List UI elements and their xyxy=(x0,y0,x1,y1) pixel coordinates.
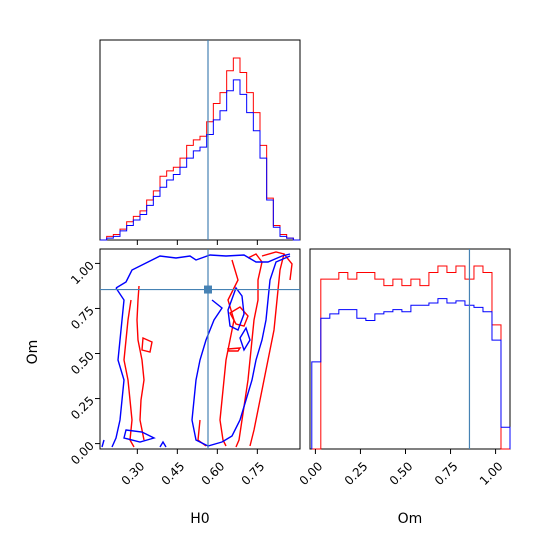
contour-blue-16 xyxy=(221,255,291,443)
om-histogram-panel: 0.00 0.25 0.50 0.75 1.00 Om xyxy=(297,248,511,527)
h0-histogram-frame xyxy=(99,39,301,241)
om-xtick-label-0: 0.00 xyxy=(297,459,326,488)
h0-histogram-marks xyxy=(100,40,300,245)
contour-truth-marker xyxy=(204,285,212,294)
contour-red-8 xyxy=(226,347,242,352)
om-ytick-label-0: 0.00 xyxy=(68,439,97,468)
contour-blue-11 xyxy=(111,287,125,448)
om-histogram-frame xyxy=(309,248,511,450)
contour-blue-15 xyxy=(191,299,223,447)
contour-red-0 xyxy=(123,299,135,448)
contour-blue-18 xyxy=(239,326,251,352)
om-histogram-marks xyxy=(311,249,511,450)
h0-om-contour-panel: 0.30 0.45 0.60 0.75 0.00 0.25 0.50 0.75 1.00 H0… xyxy=(25,248,301,527)
h0-xtick-label-0: 0.30 xyxy=(119,459,148,488)
contour-lines xyxy=(100,249,300,449)
contour-frame xyxy=(99,248,301,450)
om-y-ticks: 0.00 0.25 0.50 0.75 1.00 xyxy=(68,258,100,467)
contour-red-6 xyxy=(249,251,285,447)
om-xtick-label-3: 0.75 xyxy=(432,459,461,488)
h0-xtick-label-3: 0.75 xyxy=(239,459,268,488)
contour-red-7 xyxy=(229,306,249,327)
h0-histogram-red xyxy=(100,57,300,241)
h0-xtick-label-2: 0.60 xyxy=(199,459,228,488)
h0-histogram-panel xyxy=(99,39,301,245)
contour-red-1 xyxy=(136,285,145,441)
om-ytick-label-2: 0.50 xyxy=(68,349,97,378)
contour-red-4 xyxy=(219,259,239,447)
om-histogram-blue xyxy=(311,298,511,449)
contour-blue-14 xyxy=(101,439,105,448)
om-x-ticks: 0.00 0.25 0.50 0.75 1.00 xyxy=(297,449,506,488)
h0-x-ticks: 0.30 0.45 0.60 0.75 xyxy=(119,449,268,488)
om-ytick-label-3: 0.75 xyxy=(68,304,97,333)
om-ytick-label-4: 1.00 xyxy=(68,258,97,287)
om-xtick-label-1: 0.25 xyxy=(342,459,371,488)
h0-xtick-label-1: 0.45 xyxy=(159,459,188,488)
contour-blue-12 xyxy=(123,429,156,443)
om-histogram-red xyxy=(311,265,510,450)
contour-red-2 xyxy=(141,336,153,353)
contour-blue-17 xyxy=(227,286,245,331)
om-ytick-label-1: 0.25 xyxy=(68,394,97,423)
h0-histogram-blue xyxy=(100,79,300,241)
x-axis-label-h0: H0 xyxy=(190,511,209,527)
contour-blue-10 xyxy=(115,253,291,289)
x-axis-label-om: Om xyxy=(398,511,423,527)
om-xtick-label-2: 0.50 xyxy=(387,459,416,488)
contour-marks xyxy=(100,249,300,449)
om-xtick-label-4: 1.00 xyxy=(477,459,506,488)
contour-blue-13 xyxy=(159,440,167,448)
y-axis-label-om: Om xyxy=(25,340,41,365)
